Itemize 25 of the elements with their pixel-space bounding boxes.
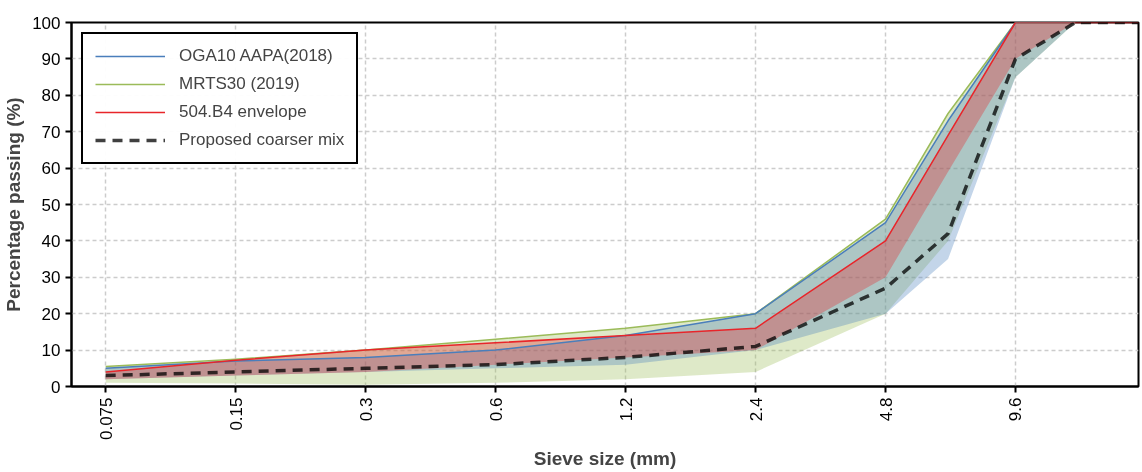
y-tick-label: 100 bbox=[32, 13, 61, 33]
x-tick-label: 4.8 bbox=[876, 397, 896, 422]
y-tick-label: 0 bbox=[51, 377, 61, 397]
y-tick-label: 50 bbox=[41, 195, 61, 215]
y-tick-label: 20 bbox=[41, 304, 61, 324]
legend-label: MRTS30 (2019) bbox=[179, 74, 300, 94]
x-tick-label: 2.4 bbox=[746, 397, 766, 422]
legend-label: OGA10 AAPA(2018) bbox=[179, 46, 333, 66]
y-tick-label: 70 bbox=[41, 122, 61, 142]
x-tick-label: 1.2 bbox=[616, 397, 636, 422]
y-tick-label: 90 bbox=[41, 49, 61, 69]
x-tick-label: 9.6 bbox=[1006, 397, 1026, 422]
x-tick-label: 0.3 bbox=[356, 397, 376, 422]
y-tick-label: 40 bbox=[41, 231, 61, 251]
y-axis-title: Percentage passing (%) bbox=[3, 97, 25, 312]
y-tick-label: 60 bbox=[41, 159, 61, 179]
legend-label: 504.B4 envelope bbox=[179, 102, 307, 122]
x-tick-label: 0.075 bbox=[96, 397, 116, 441]
y-tick-label: 30 bbox=[41, 268, 61, 288]
x-tick-label: 0.15 bbox=[226, 397, 246, 431]
x-tick-label: 0.6 bbox=[486, 397, 506, 422]
y-tick-label: 10 bbox=[41, 341, 61, 361]
y-tick-label: 80 bbox=[41, 86, 61, 106]
legend-label: Proposed coarser mix bbox=[179, 130, 345, 150]
x-axis-title: Sieve size (mm) bbox=[533, 448, 677, 470]
